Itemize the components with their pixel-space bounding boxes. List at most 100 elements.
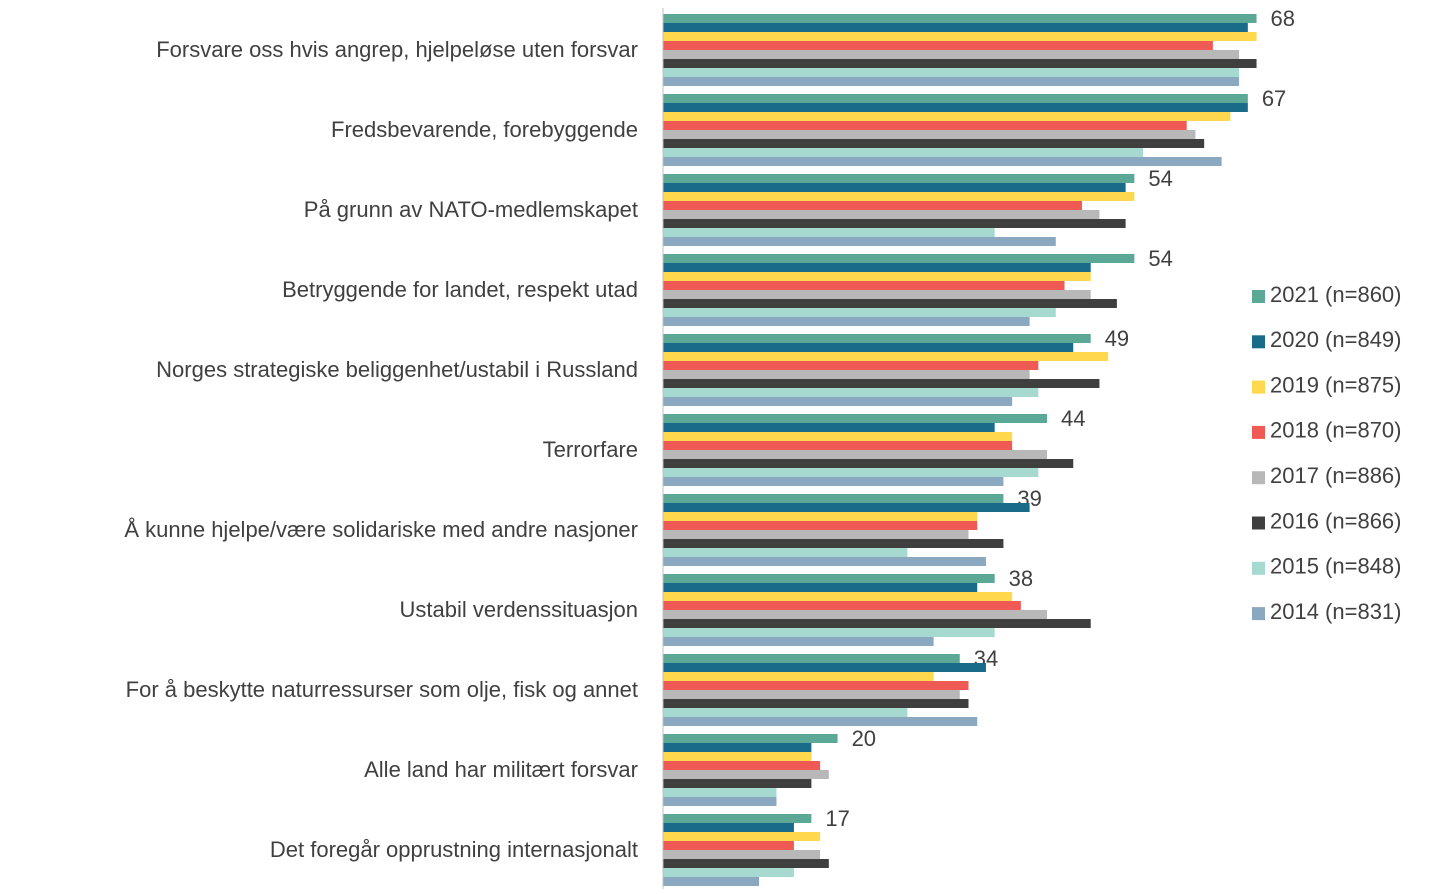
bar	[663, 832, 821, 841]
category-label: På grunn av NATO-medlemskapet	[304, 197, 638, 222]
legend-label: 2018 (n=870)	[1270, 418, 1402, 443]
bar	[663, 601, 1021, 610]
bar	[663, 574, 995, 583]
bar	[663, 352, 1109, 361]
bar	[663, 681, 969, 690]
bar	[663, 610, 1048, 619]
data-label: 44	[1061, 406, 1085, 431]
bar	[663, 370, 1030, 379]
legend-label: 2017 (n=886)	[1270, 463, 1402, 488]
bar	[663, 503, 1030, 512]
bar	[663, 210, 1100, 219]
category-label: Terrorfare	[543, 437, 638, 462]
bar	[663, 361, 1039, 370]
bar	[663, 850, 821, 859]
bar	[663, 379, 1100, 388]
bar	[663, 50, 1240, 59]
bar	[663, 423, 995, 432]
bar	[663, 174, 1135, 183]
legend-swatch	[1252, 561, 1265, 575]
bar	[663, 263, 1091, 272]
bar	[663, 690, 960, 699]
bar	[663, 619, 1091, 628]
data-label: 68	[1271, 6, 1295, 31]
bar	[663, 717, 978, 726]
bar	[663, 557, 986, 566]
bar	[663, 388, 1039, 397]
bar	[663, 281, 1065, 290]
bar	[663, 823, 794, 832]
bar	[663, 41, 1213, 50]
bar	[663, 32, 1257, 41]
bar	[663, 103, 1248, 112]
bar	[663, 512, 978, 521]
category-label: Det foregår opprustning internasjonalt	[270, 837, 638, 862]
bar	[663, 139, 1205, 148]
bar	[663, 77, 1240, 86]
legend-swatch	[1252, 516, 1265, 530]
bar	[663, 334, 1091, 343]
bar	[663, 272, 1091, 281]
category-label: Fredsbevarende, forebyggende	[331, 117, 638, 142]
bar	[663, 521, 978, 530]
data-label: 17	[825, 806, 849, 831]
bar	[663, 414, 1048, 423]
data-label: 67	[1262, 86, 1286, 111]
bar	[663, 192, 1135, 201]
data-label: 54	[1148, 246, 1172, 271]
bar	[663, 761, 821, 770]
bar	[663, 237, 1056, 246]
bar	[663, 121, 1187, 130]
legend-label: 2020 (n=849)	[1270, 327, 1402, 352]
bar	[663, 663, 986, 672]
bar	[663, 317, 1030, 326]
bar	[663, 752, 812, 761]
data-label: 54	[1148, 166, 1172, 191]
bar	[663, 14, 1257, 23]
bar	[663, 592, 1013, 601]
legend-label: 2021 (n=860)	[1270, 282, 1402, 307]
bar	[663, 797, 777, 806]
bar	[663, 548, 908, 557]
bar	[663, 868, 794, 877]
category-label: Ustabil verdenssituasjon	[400, 597, 638, 622]
data-label: 20	[852, 726, 876, 751]
bar	[663, 583, 978, 592]
bar	[663, 699, 969, 708]
bar	[663, 441, 1013, 450]
bar	[663, 734, 838, 743]
bar	[663, 397, 1013, 406]
bar	[663, 59, 1257, 68]
legend-label: 2019 (n=875)	[1270, 372, 1402, 397]
bar	[663, 494, 1004, 503]
bar	[663, 130, 1196, 139]
category-label: For å beskytte naturressurser som olje, …	[126, 677, 638, 702]
bar	[663, 157, 1222, 166]
legend-label: 2014 (n=831)	[1270, 599, 1402, 624]
category-label: Å kunne hjelpe/være solidariske med andr…	[124, 517, 638, 542]
bar	[663, 814, 812, 823]
bar	[663, 468, 1039, 477]
bar	[663, 859, 829, 868]
category-label: Norges strategiske beliggenhet/ustabil i…	[156, 357, 638, 382]
bar	[663, 148, 1144, 157]
bar	[663, 539, 1004, 548]
bar	[663, 112, 1231, 121]
bar	[663, 708, 908, 717]
bar	[663, 743, 812, 752]
bar	[663, 290, 1091, 299]
bar	[663, 672, 934, 681]
bar	[663, 779, 812, 788]
category-label: Betryggende for landet, respekt utad	[282, 277, 638, 302]
legend-swatch	[1252, 335, 1265, 349]
bar	[663, 530, 969, 539]
bar	[663, 299, 1117, 308]
bar	[663, 219, 1126, 228]
bar	[663, 68, 1240, 77]
legend-swatch	[1252, 607, 1265, 621]
data-label: 38	[1009, 566, 1033, 591]
legend-swatch	[1252, 471, 1265, 485]
bar	[663, 770, 829, 779]
